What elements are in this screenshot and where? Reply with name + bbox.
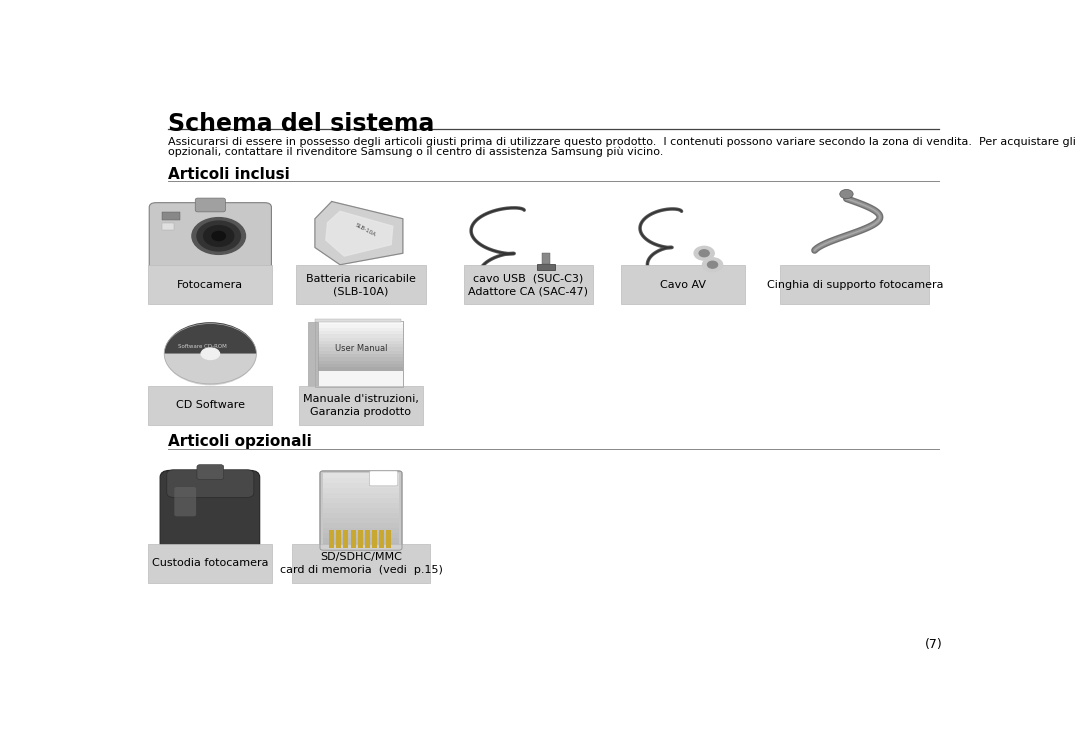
Bar [162, 213, 180, 221]
Circle shape [840, 189, 853, 198]
Bar [351, 530, 355, 548]
Bar [292, 544, 430, 583]
Bar [315, 351, 403, 354]
Bar [315, 319, 401, 322]
Bar [323, 523, 399, 528]
Bar [162, 223, 174, 231]
Bar [315, 327, 403, 331]
Bar [323, 493, 399, 498]
Text: Cavo AV: Cavo AV [660, 280, 706, 290]
Text: Schema del sistema: Schema del sistema [168, 113, 435, 137]
Bar [315, 337, 403, 341]
Circle shape [694, 246, 714, 260]
Bar [315, 383, 403, 387]
Text: Software CD-ROM: Software CD-ROM [177, 345, 227, 349]
Text: cavo USB  (SUC-C3)
Adattore CA (SAC-47): cavo USB (SUC-C3) Adattore CA (SAC-47) [469, 274, 589, 296]
Bar [463, 266, 593, 304]
Bar [542, 253, 550, 263]
Bar [315, 321, 403, 387]
Bar [315, 357, 403, 360]
Bar [315, 377, 403, 380]
Bar [323, 543, 399, 548]
Bar [315, 374, 403, 377]
Bar [357, 530, 363, 548]
Bar [323, 488, 399, 493]
Bar [315, 341, 403, 344]
Bar [315, 354, 403, 357]
Wedge shape [164, 322, 256, 354]
Circle shape [702, 258, 723, 272]
FancyBboxPatch shape [369, 471, 397, 486]
Text: Assicurarsi di essere in possesso degli articoli giusti prima di utilizzare ques: Assicurarsi di essere in possesso degli … [168, 137, 1080, 147]
Circle shape [192, 218, 245, 254]
Bar [148, 386, 272, 425]
Circle shape [212, 231, 226, 241]
Bar [296, 266, 426, 304]
Bar [343, 530, 349, 548]
Bar [315, 321, 403, 387]
Bar [365, 530, 369, 548]
Bar [329, 530, 334, 548]
Circle shape [707, 261, 717, 268]
Bar [537, 263, 555, 271]
Text: Manuale d'istruzioni,
Garanzia prodotto: Manuale d'istruzioni, Garanzia prodotto [303, 394, 419, 417]
Bar [148, 544, 272, 583]
Bar [781, 266, 929, 304]
FancyBboxPatch shape [195, 198, 226, 212]
Bar [323, 533, 399, 538]
Bar [315, 325, 403, 327]
Text: Articoli inclusi: Articoli inclusi [168, 167, 291, 182]
FancyBboxPatch shape [197, 465, 224, 480]
Bar [323, 508, 399, 513]
Text: CD Software: CD Software [176, 401, 245, 410]
Text: SLB-10A: SLB-10A [354, 222, 377, 238]
Bar [315, 331, 403, 334]
Bar [336, 530, 341, 548]
Bar [315, 321, 403, 325]
Bar [379, 530, 384, 548]
Bar [299, 386, 423, 425]
Bar [315, 360, 403, 364]
Text: Custodia fotocamera: Custodia fotocamera [152, 559, 269, 568]
Text: Batteria ricaricabile
(SLB-10A): Batteria ricaricabile (SLB-10A) [306, 274, 416, 296]
Circle shape [699, 250, 710, 257]
Bar [315, 371, 403, 387]
Bar [315, 367, 403, 371]
FancyBboxPatch shape [174, 487, 197, 516]
Polygon shape [326, 211, 393, 256]
Text: SD/SDHC/MMC
card di memoria  (vedi  p.15): SD/SDHC/MMC card di memoria (vedi p.15) [280, 552, 443, 574]
Ellipse shape [164, 324, 256, 384]
Text: (7): (7) [924, 639, 943, 651]
Bar [323, 528, 399, 533]
Text: User Manual: User Manual [335, 343, 388, 353]
Bar [323, 513, 399, 518]
Polygon shape [315, 201, 403, 265]
Text: Articoli opzionali: Articoli opzionali [168, 434, 312, 449]
FancyBboxPatch shape [160, 471, 259, 559]
FancyBboxPatch shape [166, 470, 254, 498]
FancyBboxPatch shape [149, 203, 271, 269]
Bar [308, 322, 319, 386]
Text: Fotocamera: Fotocamera [177, 280, 243, 290]
Bar [387, 530, 391, 548]
Bar [315, 344, 403, 348]
Text: opzionali, contattare il rivenditore Samsung o il centro di assistenza Samsung p: opzionali, contattare il rivenditore Sam… [168, 147, 664, 157]
Text: Cinghia di supporto fotocamera: Cinghia di supporto fotocamera [767, 280, 943, 290]
Circle shape [197, 221, 241, 251]
Bar [323, 503, 399, 508]
Bar [372, 530, 377, 548]
Bar [148, 266, 272, 304]
Bar [323, 473, 399, 478]
Bar [315, 371, 403, 374]
Bar [315, 364, 403, 367]
Bar [315, 334, 403, 337]
Bar [323, 538, 399, 543]
Bar [315, 380, 403, 383]
Ellipse shape [201, 348, 219, 360]
Bar [323, 518, 399, 523]
Circle shape [204, 225, 233, 246]
Bar [621, 266, 745, 304]
Bar [323, 483, 399, 488]
Bar [323, 478, 399, 483]
Bar [323, 498, 399, 503]
